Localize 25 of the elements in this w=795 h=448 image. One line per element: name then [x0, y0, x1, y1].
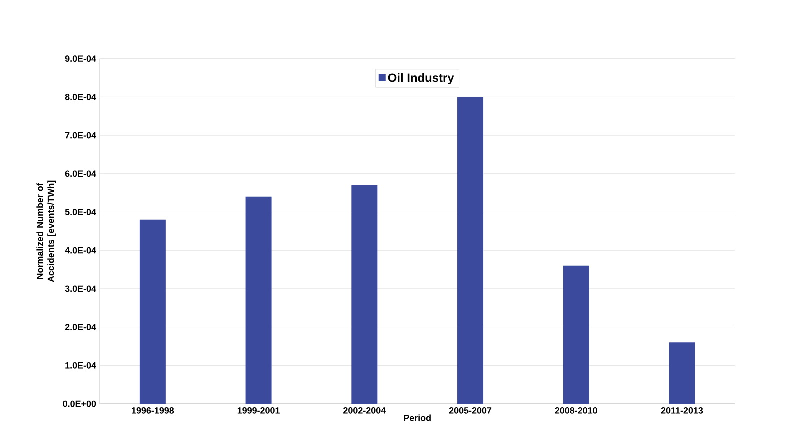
y-axis-title: Normalized Number of Accidents [events/TWh]	[36, 180, 56, 282]
y-tick-label: 8.0E-04	[65, 94, 96, 100]
y-tick-label: 4.0E-04	[65, 247, 96, 254]
bar	[246, 196, 272, 404]
y-tick-label: 6.0E-04	[65, 170, 96, 178]
x-axis-title: Period	[404, 414, 431, 422]
x-tick-label: 2008-2010	[555, 408, 598, 414]
x-tick-label: 1996-1998	[132, 408, 174, 414]
bar	[352, 185, 378, 404]
x-tick-label: 2011-2013	[661, 408, 704, 414]
bar	[140, 220, 166, 404]
y-tick-label: 9.0E-04	[65, 56, 96, 62]
bar	[563, 266, 590, 404]
y-tick-label: 2.0E-04	[65, 324, 96, 330]
y-tick-label: 7.0E-04	[65, 132, 96, 139]
y-tick-label: 1.0E-04	[66, 362, 96, 369]
x-tick-label: 2002-2004	[344, 408, 386, 414]
y-tick-label: 5.0E-04	[65, 209, 96, 216]
legend-label: Oil Industry	[388, 73, 454, 85]
x-tick-label: 2005-2007	[449, 408, 492, 414]
bar	[458, 97, 484, 404]
y-tick-label: 3.0E-04	[65, 286, 96, 292]
x-tick-label: 1999-2001	[238, 408, 280, 414]
bar	[669, 342, 696, 404]
y-tick-label: 0.0E+00	[63, 400, 96, 408]
